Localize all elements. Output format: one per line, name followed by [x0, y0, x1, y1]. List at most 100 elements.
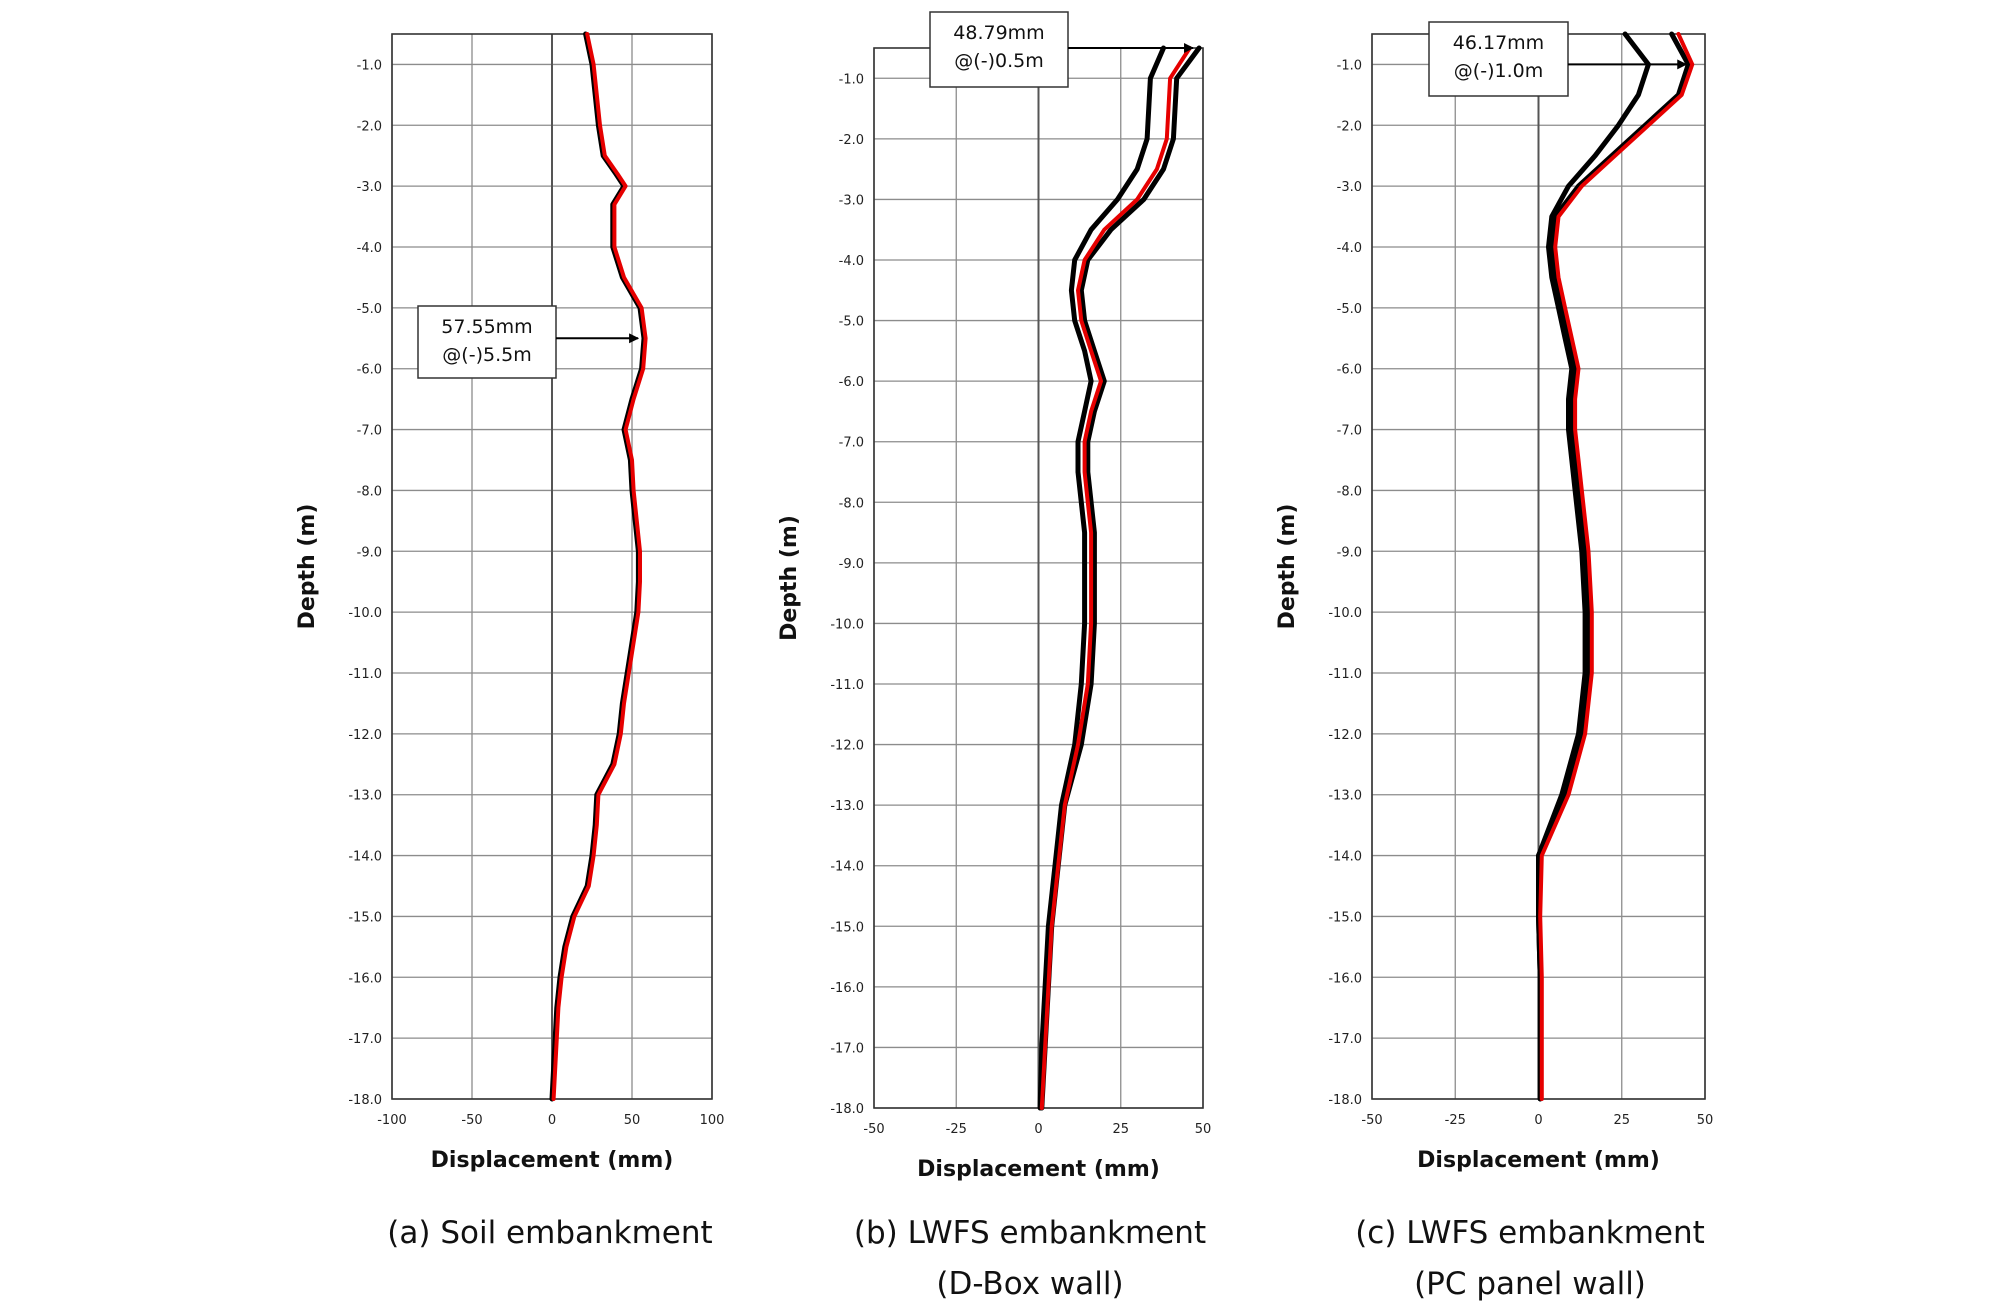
- y-tick-label: -11.0: [830, 678, 864, 693]
- y-tick-label: -15.0: [830, 920, 864, 935]
- x-tick-label: 50: [1195, 1122, 1212, 1137]
- y-tick-label: -16.0: [348, 971, 382, 986]
- y-tick-label: -10.0: [1328, 606, 1362, 621]
- y-tick-label: -17.0: [1328, 1032, 1362, 1047]
- y-tick-label: -14.0: [830, 860, 864, 875]
- y-tick-label: -3.0: [1337, 180, 1362, 195]
- y-tick-label: -3.0: [357, 180, 382, 195]
- y-tick-label: -13.0: [348, 789, 382, 804]
- y-tick-label: -3.0: [839, 193, 864, 208]
- y-tick-label: -17.0: [830, 1041, 864, 1056]
- y-tick-label: -6.0: [357, 363, 382, 378]
- y-tick-label: -16.0: [1328, 971, 1362, 986]
- x-tick-label: 25: [1613, 1113, 1630, 1128]
- y-tick-label: -9.0: [357, 545, 382, 560]
- chart-panel-a: -1.0 -2.0 -3.0 -4.0 -5.0 -6.0 -7.0 -8.0 -9.0 -10.…: [295, 31, 725, 1173]
- y-tick-label: -8.0: [839, 496, 864, 511]
- y-tick-label: -12.0: [348, 728, 382, 743]
- annotation-box: [417, 305, 557, 379]
- x-axis-title: Displacement (mm): [917, 1157, 1160, 1182]
- caption-c-line1: (c) LWFS embankment: [1355, 1215, 1705, 1251]
- x-tick-label: -50: [863, 1122, 884, 1137]
- x-axis-title: Displacement (mm): [1417, 1148, 1660, 1173]
- caption-c-line2: (PC panel wall): [1414, 1266, 1646, 1302]
- y-tick-label: -13.0: [830, 799, 864, 814]
- y-tick-label: -1.0: [357, 58, 382, 73]
- y-tick-label: -9.0: [1337, 545, 1362, 560]
- series-line-2: [1536, 31, 1651, 1102]
- x-tick-label: 0: [1034, 1122, 1042, 1137]
- y-axis-title: Depth (m): [1275, 504, 1300, 630]
- annotation-depth: @(-)1.0m: [1454, 60, 1543, 82]
- y-tick-label: -10.0: [830, 617, 864, 632]
- x-tick-label: 25: [1112, 1122, 1129, 1137]
- y-tick-label: -6.0: [839, 375, 864, 390]
- y-tick-label: -5.0: [357, 302, 382, 317]
- y-tick-label: -18.0: [1328, 1093, 1362, 1108]
- caption-b-line2: (D-Box wall): [936, 1266, 1124, 1302]
- y-tick-label: -11.0: [1328, 667, 1362, 682]
- annotation-value: 48.79mm: [953, 22, 1044, 44]
- y-tick-label: -9.0: [839, 557, 864, 572]
- caption-a: (a) Soil embankment: [340, 1208, 760, 1259]
- y-tick-label: -1.0: [1337, 58, 1362, 73]
- x-tick-label: 0: [548, 1113, 556, 1128]
- y-tick-label: -7.0: [357, 424, 382, 439]
- y-tick-label: -18.0: [348, 1093, 382, 1108]
- y-tick-label: -18.0: [830, 1102, 864, 1117]
- y-tick-label: -7.0: [1337, 424, 1362, 439]
- y-tick-label: -2.0: [839, 133, 864, 148]
- series-line-2: [551, 32, 648, 1101]
- y-tick-label: -4.0: [839, 254, 864, 269]
- y-tick-label: -11.0: [348, 667, 382, 682]
- y-tick-label: -2.0: [1337, 119, 1362, 134]
- x-tick-label: -25: [1445, 1113, 1466, 1128]
- y-tick-label: -14.0: [348, 850, 382, 865]
- chart-panel-b: -1.0 -2.0 -3.0 -4.0 -5.0 -6.0 -7.0 -8.0 -9.0 -10.…: [777, 11, 1212, 1182]
- annotation-depth: @(-)0.5m: [954, 50, 1043, 72]
- series-line-1: [549, 31, 647, 1102]
- series-line-3: [1538, 32, 1695, 1101]
- y-tick-label: -16.0: [830, 981, 864, 996]
- y-tick-label: -8.0: [1337, 484, 1362, 499]
- x-tick-label: -25: [946, 1122, 967, 1137]
- y-tick-label: -8.0: [357, 484, 382, 499]
- chart-panel-c: -1.0 -2.0 -3.0 -4.0 -5.0 -6.0 -7.0 -8.0 -9.0 -10.…: [1275, 21, 1714, 1173]
- y-tick-label: -12.0: [830, 739, 864, 754]
- series-line-1: [1536, 31, 1691, 1102]
- series-line-3: [1039, 46, 1192, 1110]
- annotation-value: 57.55mm: [441, 316, 532, 338]
- x-axis-title: Displacement (mm): [431, 1148, 674, 1173]
- x-tick-label: 100: [700, 1113, 725, 1128]
- caption-b: (b) LWFS embankment (D-Box wall): [820, 1208, 1240, 1310]
- y-tick-label: -6.0: [1337, 363, 1362, 378]
- y-tick-label: -10.0: [348, 606, 382, 621]
- x-tick-label: -50: [1361, 1113, 1382, 1128]
- caption-a-line1: (a) Soil embankment: [387, 1215, 713, 1251]
- x-tick-label: 0: [1534, 1113, 1542, 1128]
- y-tick-label: -1.0: [839, 72, 864, 87]
- y-tick-label: -15.0: [1328, 910, 1362, 925]
- y-tick-label: -7.0: [839, 436, 864, 451]
- x-tick-label: -50: [461, 1113, 482, 1128]
- x-tick-label: -100: [377, 1113, 407, 1128]
- y-tick-label: -4.0: [357, 241, 382, 256]
- y-tick-label: -14.0: [1328, 850, 1362, 865]
- y-tick-label: -2.0: [357, 119, 382, 134]
- caption-c: (c) LWFS embankment (PC panel wall): [1320, 1208, 1740, 1310]
- y-tick-label: -4.0: [1337, 241, 1362, 256]
- y-tick-label: -15.0: [348, 910, 382, 925]
- caption-b-line1: (b) LWFS embankment: [853, 1215, 1207, 1251]
- y-tick-label: -17.0: [348, 1032, 382, 1047]
- annotation-value: 46.17mm: [1453, 32, 1544, 54]
- y-tick-label: -13.0: [1328, 789, 1362, 804]
- series-line-2: [1037, 45, 1166, 1111]
- annotation-depth: @(-)5.5m: [442, 344, 531, 366]
- annotation-box: [929, 11, 1069, 88]
- y-tick-label: -5.0: [839, 315, 864, 330]
- x-tick-label: 50: [1697, 1113, 1714, 1128]
- y-axis-title: Depth (m): [777, 515, 802, 641]
- annotation-box: [1428, 21, 1569, 97]
- y-axis-title: Depth (m): [295, 504, 320, 630]
